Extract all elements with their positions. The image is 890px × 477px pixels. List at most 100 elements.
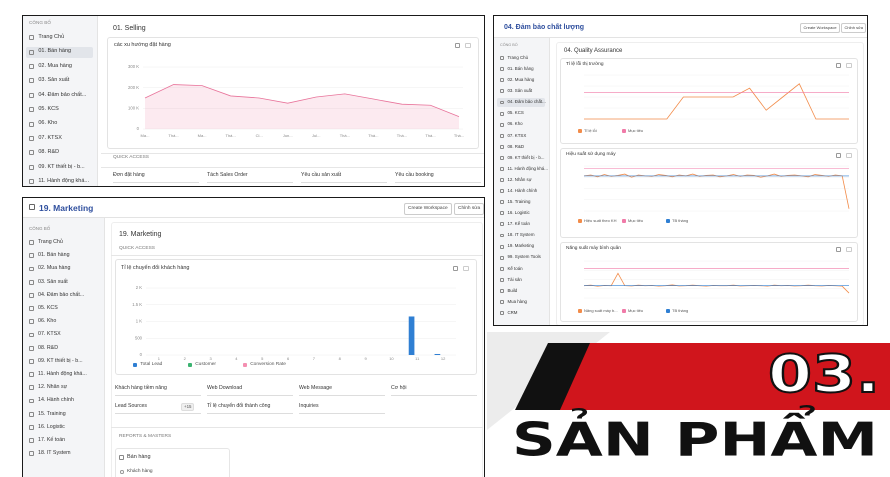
menu-item[interactable]: Trang Chủ: [38, 239, 63, 245]
menu-item[interactable]: 16. Logistic: [38, 423, 65, 430]
menu-icon: [29, 306, 34, 312]
menu-item[interactable]: 08. R&D: [507, 143, 525, 149]
menu-item[interactable]: 02. Mua hàng: [38, 62, 72, 69]
legend-swatch: [133, 363, 138, 368]
button[interactable]: Chỉnh sửa: [841, 23, 867, 33]
menu-item[interactable]: Tài sản: [507, 276, 522, 282]
menu-item[interactable]: 04. Đảm bảo chất...: [507, 99, 546, 105]
menu-item[interactable]: Trang Chủ: [507, 55, 529, 60]
menu-item[interactable]: 01. Bán hàng: [38, 48, 72, 55]
menu-item[interactable]: 06. Kho: [38, 318, 57, 325]
menu-icon: [500, 277, 504, 282]
menu-icon: [500, 266, 504, 271]
legend-swatch: [622, 219, 626, 223]
quick-link[interactable]: Lead Sources: [115, 403, 148, 409]
menu-item[interactable]: Trang Chủ: [38, 34, 65, 40]
quick-link[interactable]: Khách hàng tiềm năng: [115, 385, 167, 391]
quick-link[interactable]: Inquiries: [299, 403, 319, 409]
x-tick-label: 8: [339, 356, 342, 361]
link-underline: [301, 182, 387, 183]
menu-item[interactable]: 03. Sản xuất: [507, 88, 533, 94]
menu-item[interactable]: 05. KCS: [507, 110, 524, 116]
menu-item[interactable]: 07. KTSX: [507, 132, 527, 138]
menu-icon: [29, 279, 34, 285]
menu-item[interactable]: 04. Đảm bảo chất...: [38, 291, 85, 298]
menu-item[interactable]: 12. Nhân sự: [507, 176, 532, 182]
quick-link[interactable]: Yêu cầu booking: [395, 172, 434, 178]
quick-link[interactable]: Web Message: [299, 385, 333, 391]
y-tick-label: 300 K: [128, 64, 139, 69]
menu-item[interactable]: 06. Kho: [38, 120, 58, 127]
button[interactable]: Chỉnh sửa: [454, 203, 484, 215]
x-tick-label: 1: [158, 356, 161, 361]
legend-label: Total Lead: [140, 362, 163, 367]
menu-item[interactable]: 16. Logistic: [507, 210, 530, 216]
menu-item[interactable]: 12. Nhân sự: [38, 384, 68, 391]
menu-icon: [500, 222, 504, 227]
menu-icon: [29, 372, 34, 378]
active-item-bg: [26, 46, 93, 58]
menu-item[interactable]: 14. Hành chính: [507, 187, 538, 193]
menu-item[interactable]: 17. Kế toán: [507, 221, 530, 227]
legend-swatch: [666, 219, 670, 223]
menu-item[interactable]: 18. IT System: [38, 450, 71, 457]
menu-item[interactable]: 05. KCS: [38, 106, 59, 112]
menu-item[interactable]: 15. Training: [507, 199, 531, 205]
quick-link[interactable]: Tỉ lệ chuyển đổi thành công: [207, 403, 271, 409]
menu-item[interactable]: 09. KT thiết bị - b...: [38, 163, 85, 170]
menu-item[interactable]: 11. Hành động khá...: [507, 165, 548, 171]
red-band: [560, 343, 890, 410]
menu-item[interactable]: 09. KT thiết bị - b...: [38, 357, 83, 364]
report-item[interactable]: Khách hàng: [127, 469, 153, 474]
quick-link[interactable]: Đơn đặt hàng: [113, 172, 145, 178]
sidebar-header: CÔNG BỐ: [29, 20, 51, 25]
legend-swatch: [578, 309, 582, 313]
menu-item[interactable]: 06. Kho: [507, 121, 523, 127]
quick-link[interactable]: Cơ hội: [391, 385, 407, 391]
screenshot: 19. Marketing Create Workspace Chỉnh sửa CÔ…: [22, 197, 485, 477]
menu-item[interactable]: 01. Bán hàng: [38, 252, 70, 259]
menu-item[interactable]: 03. Sản xuất: [38, 278, 68, 285]
divider: [101, 153, 484, 154]
menu-item[interactable]: Mua hàng: [507, 298, 527, 304]
quick-link[interactable]: Tách Sales Order: [207, 172, 248, 178]
menu-item[interactable]: 07. KTSX: [38, 134, 62, 141]
report-card: [115, 448, 230, 477]
screenshot: CÔNG BỐ Trang Chủ 01. Bán hàng 02. Mua hàng…: [22, 15, 485, 187]
link-underline: [113, 182, 199, 183]
button[interactable]: Create Workspace: [404, 203, 452, 215]
menu-item[interactable]: 07. KTSX: [38, 331, 61, 338]
y-tick-label: 500: [135, 335, 143, 340]
menu-icon: [29, 398, 34, 404]
menu-item[interactable]: 08. R&D: [38, 149, 60, 156]
button[interactable]: Create Workspace: [800, 23, 841, 33]
menu-icon: [500, 100, 504, 105]
menu-item[interactable]: 18. IT System: [507, 232, 535, 238]
menu-item[interactable]: 19. Marketing: [507, 243, 535, 249]
menu-item[interactable]: 04. Đảm bảo chất...: [38, 91, 87, 98]
menu-item[interactable]: 03. Sản xuất: [38, 77, 70, 84]
menu-item[interactable]: 08. R&D: [38, 344, 59, 351]
menu-icon: [29, 359, 34, 364]
menu-item[interactable]: Kế toán: [507, 265, 523, 271]
legend-swatch: [622, 129, 626, 133]
menu-item[interactable]: 09. KT thiết bị - b...: [507, 154, 545, 160]
menu-item[interactable]: 02. Mua hàng: [507, 77, 535, 83]
page-title: 19. Marketing: [119, 231, 162, 238]
quick-link[interactable]: Web Download: [207, 385, 243, 391]
menu-item[interactable]: 15. Training: [38, 410, 66, 417]
menu-item[interactable]: 05. KCS: [38, 305, 58, 311]
menu-item[interactable]: 11. Hành động khá...: [38, 371, 87, 377]
link-underline: [115, 413, 201, 414]
menu-item[interactable]: Build: [507, 287, 518, 293]
menu-item[interactable]: 99. System Tools: [507, 254, 541, 260]
menu-item[interactable]: CRM: [507, 309, 518, 315]
menu-item[interactable]: 01. Bán hàng: [507, 66, 534, 72]
quick-link[interactable]: Yêu cầu sản xuất: [301, 172, 342, 178]
menu-icon: [29, 150, 34, 156]
menu-item[interactable]: 02. Mua hàng: [38, 265, 71, 272]
menu-item[interactable]: 17. Kế toán: [38, 437, 66, 443]
menu-item[interactable]: 11. Hành động khá...: [38, 178, 90, 184]
legend-label: Năng suất máy b...: [584, 308, 618, 313]
menu-item[interactable]: 14. Hành chính: [38, 397, 74, 404]
